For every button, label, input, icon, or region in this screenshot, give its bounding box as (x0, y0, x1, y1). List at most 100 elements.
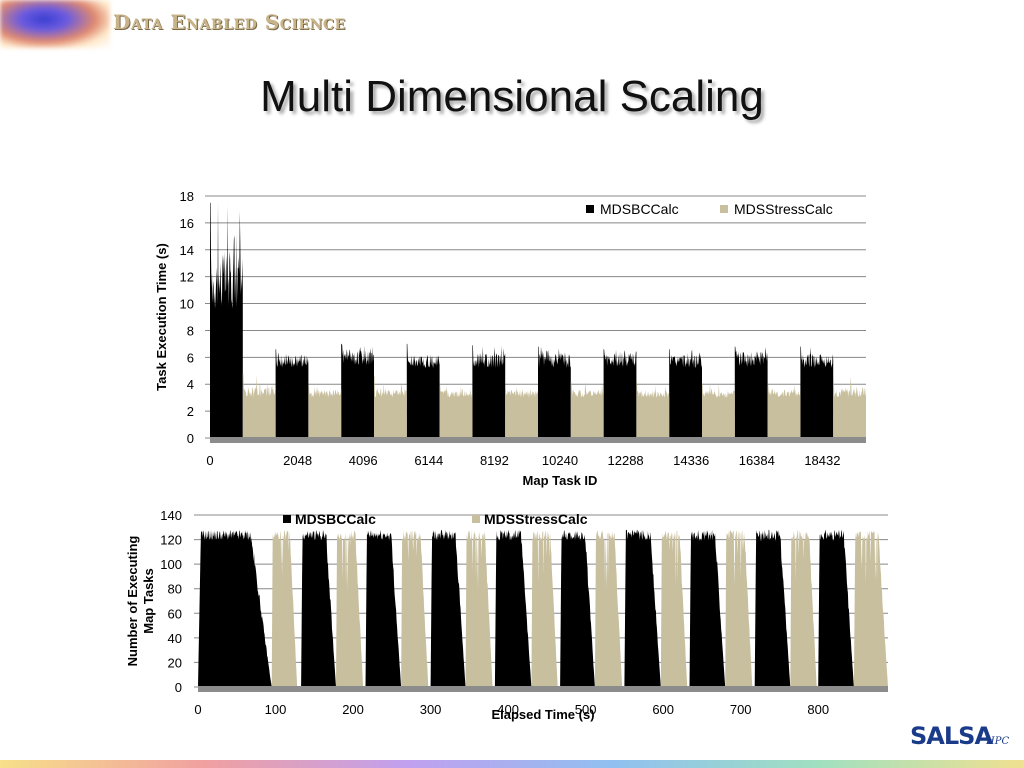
y-axis-label: Task Execution Time (s) (154, 243, 169, 391)
x-tick-label: 300 (420, 702, 442, 717)
series-pulse-mdsbccalc (624, 529, 661, 687)
series-segment-mdsbccalc (669, 349, 702, 438)
y-tick-label: 120 (160, 533, 182, 548)
legend-swatch-mdsstresscalc (472, 515, 480, 523)
series-segment-mdsbccalc (472, 345, 506, 438)
series-segment-mdsstresscalc (505, 385, 538, 438)
series-segment-mdsstresscalc (570, 381, 604, 438)
x-tick-label: 6144 (414, 453, 443, 468)
series-segment-mdsbccalc (275, 349, 309, 438)
y-tick-label: 100 (160, 557, 182, 572)
x-tick-label: 14336 (673, 453, 709, 468)
series-segment-mdsbccalc (210, 202, 243, 438)
series-pulse-mdsbccalc (301, 530, 336, 687)
x-axis-baseline (210, 437, 866, 443)
x-axis-label: Map Task ID (523, 473, 598, 488)
series-pulse-mdsstresscalc (594, 529, 623, 687)
y-tick-label: 16 (180, 216, 194, 231)
series-pulse-mdsstresscalc (401, 530, 429, 687)
legend-label-mdsstresscalc: MDSStressCalc (484, 511, 588, 527)
x-tick-label: 0 (194, 702, 201, 717)
y-tick-label: 2 (187, 404, 194, 419)
series-segment-mdsbccalc (734, 346, 768, 438)
series-segment-mdsbccalc (406, 343, 440, 438)
series-pulse-mdsbccalc (560, 530, 595, 687)
series-segment-mdsstresscalc (636, 381, 670, 438)
series-pulse-mdsbccalc (494, 529, 532, 687)
executing-map-tasks-chart: 0 20 40 60 80 100 120 140 0 100 200 300 400 500 600 700… (125, 508, 888, 722)
salsa-logo: SALSA (910, 722, 993, 750)
y-tick-label: 10 (180, 297, 194, 312)
y-tick-label: 6 (187, 350, 194, 365)
y-tick-label: 20 (168, 655, 182, 670)
x-tick-label: 18432 (804, 453, 840, 468)
series-segment-mdsstresscalc (439, 384, 473, 438)
x-tick-label: 500 (575, 702, 597, 717)
y-tick-label: 0 (187, 431, 194, 446)
series-pulse-mdsstresscalc (465, 530, 493, 687)
x-tick-label: 600 (652, 702, 674, 717)
series-segment-mdsstresscalc (702, 382, 735, 438)
slide-title: Multi Dimensional Scaling (260, 72, 764, 121)
series-segment-mdsstresscalc (767, 384, 801, 438)
brand-logo-graphic (0, 0, 110, 48)
x-tick-label: 200 (342, 702, 364, 717)
x-tick-label: 700 (730, 702, 752, 717)
series-pulse-mdsstresscalc (531, 529, 558, 687)
legend-label-mdsstresscalc: MDSStressCalc (734, 201, 833, 217)
x-tick-label: 4096 (349, 453, 378, 468)
y-tick-label: 0 (175, 680, 182, 695)
x-tick-label: 0 (206, 453, 213, 468)
series-pulse-mdsstresscalc (660, 530, 688, 687)
legend-label-mdsbccalc: MDSBCCalc (295, 511, 376, 527)
y-tick-label: 4 (187, 377, 194, 392)
brand-name: Data Enabled Science (113, 10, 346, 34)
legend-swatch-mdsbccalc (283, 515, 291, 523)
series-pulse-mdsbccalc (198, 529, 272, 687)
x-tick-label: 8192 (480, 453, 509, 468)
x-tick-label: 10240 (542, 453, 578, 468)
y-axis-label-line: Map Tasks (141, 568, 156, 634)
x-tick-label: 100 (265, 702, 287, 717)
series-pulse-mdsstresscalc (725, 529, 753, 687)
y-tick-label: 40 (168, 631, 182, 646)
y-tick-label: 60 (168, 606, 182, 621)
x-tick-label: 2048 (283, 453, 312, 468)
series-pulse-mdsstresscalc (271, 530, 298, 687)
series-pulse-mdsbccalc (365, 530, 402, 687)
series-segment-mdsstresscalc (308, 385, 342, 438)
series-segment-mdsstresscalc (374, 376, 407, 438)
series-pulse-mdsstresscalc (853, 530, 888, 687)
y-tick-label: 80 (168, 582, 182, 597)
x-tick-label: 800 (807, 702, 829, 717)
x-tick-label: 16384 (739, 453, 775, 468)
x-tick-label: 12288 (608, 453, 644, 468)
series-segment-mdsbccalc (800, 346, 834, 438)
legend-label-mdsbccalc: MDSBCCalc (600, 201, 679, 217)
series-pulse-mdsstresscalc (790, 529, 817, 687)
y-tick-label: 8 (187, 323, 194, 338)
series-pulse-mdsbccalc (754, 529, 791, 687)
y-axis-label: Number of ExecutingMap Tasks (125, 536, 156, 667)
series-segment-mdsbccalc (538, 346, 571, 438)
series-segment-mdsstresscalc (833, 376, 866, 438)
salsa-logo-sub: HPC (986, 736, 1010, 747)
legend-swatch-mdsstresscalc (720, 205, 728, 213)
footer-gradient-bar (0, 760, 1024, 768)
x-axis-baseline (198, 686, 888, 692)
y-tick-label: 18 (180, 189, 194, 204)
series-pulse-mdsstresscalc (336, 530, 364, 687)
y-tick-label: 140 (160, 508, 182, 523)
series-segment-mdsstresscalc (242, 373, 276, 438)
y-tick-label: 12 (180, 270, 194, 285)
x-tick-label: 400 (497, 702, 519, 717)
x-axis-label: Elapsed Time (s) (491, 707, 594, 722)
y-tick-label: 14 (180, 243, 194, 258)
series-pulse-mdsbccalc (689, 529, 726, 687)
series-segment-mdsbccalc (341, 343, 374, 438)
task-execution-time-chart: 0 2 4 6 8 10 12 14 16 18 0 2048 4096 6144 8192 10240 122… (154, 189, 866, 488)
y-axis-label-line: Number of Executing (125, 536, 140, 667)
series-pulse-mdsbccalc (430, 529, 466, 687)
series-pulse-mdsbccalc (818, 529, 854, 687)
legend-swatch-mdsbccalc (586, 205, 594, 213)
